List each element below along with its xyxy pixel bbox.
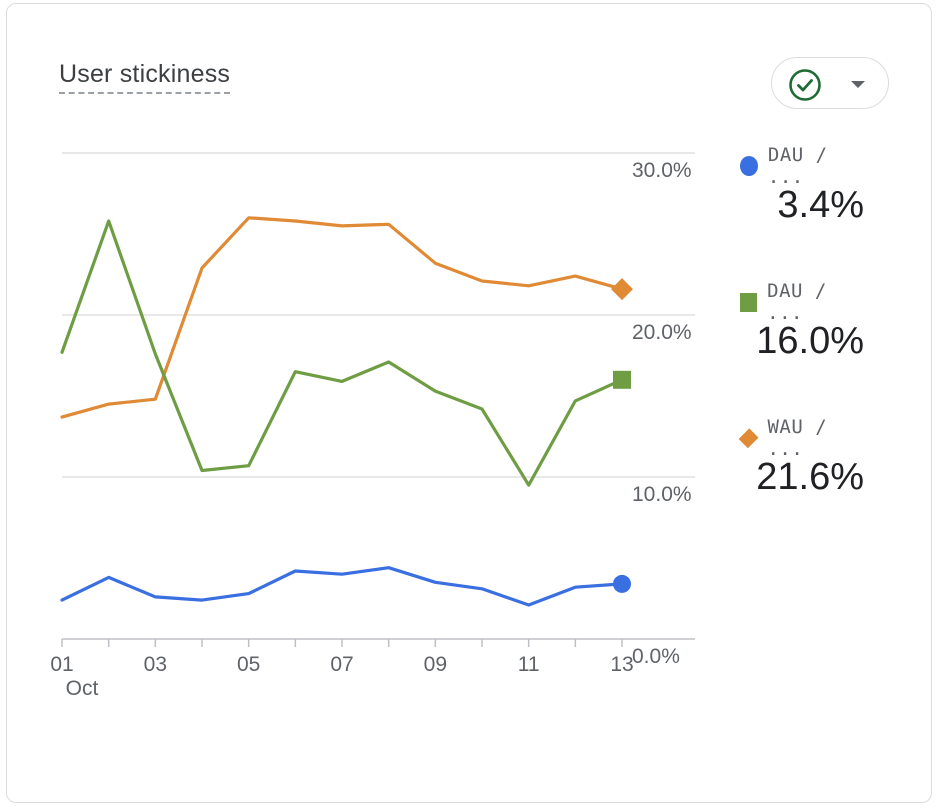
- x-tick-label: 05: [237, 653, 260, 676]
- y-tick-label: 20.0%: [632, 321, 692, 344]
- series-marker-0: [613, 574, 631, 593]
- legend-series-value: 16.0%: [756, 320, 864, 362]
- series-line-0: [60, 566, 624, 607]
- legend-series-value: 3.4%: [777, 184, 864, 226]
- x-tick-label: 03: [144, 653, 167, 676]
- series-marker-2: [611, 278, 633, 301]
- x-sub-label: Oct: [66, 677, 99, 700]
- check-circle-icon: [789, 69, 821, 101]
- series-lines: [60, 216, 624, 607]
- legend-item[interactable]: DAU / ... 16.0%: [740, 280, 864, 362]
- y-tick-label: 30.0%: [632, 159, 692, 182]
- legend-marker-circle: [740, 156, 758, 176]
- legend-series-value: 21.6%: [756, 456, 864, 498]
- x-tick-label: 01: [50, 653, 73, 676]
- series-line-1: [60, 219, 624, 487]
- y-tick-label: 0.0%: [632, 645, 680, 668]
- x-tick-label: 07: [330, 653, 353, 676]
- x-tick-label: 13: [610, 653, 633, 676]
- legend-series-name: DAU / ...: [767, 144, 828, 188]
- legend-item[interactable]: WAU / ... 21.6%: [738, 416, 864, 498]
- x-tick-label: 09: [424, 653, 447, 676]
- x-tick-label: 11: [518, 653, 540, 676]
- legend-marker-square: [740, 292, 758, 312]
- legend-marker-diamond: [738, 427, 759, 449]
- y-axis-ticks: 30.0% 20.0% 10.0% 0.0%: [632, 159, 692, 668]
- legend-series-name: DAU / ...: [767, 280, 827, 324]
- series-marker-1: [613, 370, 631, 389]
- y-tick-label: 10.0%: [632, 483, 692, 506]
- card-title[interactable]: User stickiness: [59, 60, 231, 94]
- legend-series-name: WAU / ...: [767, 416, 828, 460]
- grid-lines: [62, 152, 695, 640]
- x-axis-ticks: 01 03 05 07 09 11 13 Oct: [50, 639, 634, 700]
- status-dropdown-button[interactable]: [771, 57, 889, 109]
- caret-down-icon: [851, 81, 865, 88]
- series-end-markers: [611, 278, 633, 593]
- legend-item[interactable]: DAU / ... 3.4%: [740, 144, 864, 226]
- series-line-2: [60, 216, 624, 419]
